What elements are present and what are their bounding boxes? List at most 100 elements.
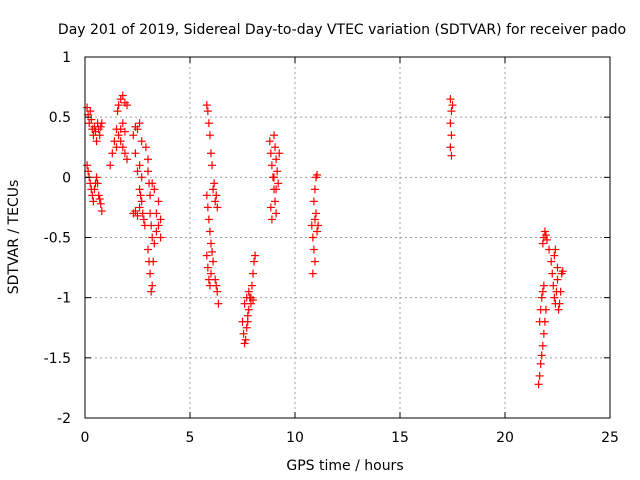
data-point [249, 269, 257, 278]
data-point [212, 281, 221, 290]
data-point [536, 305, 545, 314]
data-point [556, 287, 565, 296]
data-point [147, 221, 156, 230]
data-point [537, 293, 546, 302]
data-point [106, 161, 115, 170]
data-point [310, 257, 319, 266]
data-point [540, 227, 549, 236]
data-point [244, 305, 253, 314]
grid [85, 57, 610, 418]
data-point [94, 191, 103, 200]
data-point [210, 179, 219, 188]
data-point [447, 131, 456, 140]
data-point [208, 247, 217, 256]
data-point [250, 257, 259, 266]
data-point [207, 149, 215, 158]
data-point [548, 269, 557, 278]
data-point [144, 155, 152, 164]
data-point [120, 149, 129, 158]
data-point [553, 275, 562, 284]
data-point [202, 191, 211, 200]
data-point [273, 167, 282, 176]
data-point [309, 197, 318, 206]
data-point [313, 170, 322, 179]
data-point [535, 371, 544, 380]
data-point [114, 131, 123, 140]
data-point [116, 95, 125, 104]
data-point [150, 239, 159, 248]
y-tick-label: 0 [62, 170, 71, 186]
data-point [149, 257, 158, 266]
data-point [129, 131, 138, 140]
data-point [272, 155, 281, 164]
data-point [118, 143, 127, 152]
data-point [90, 185, 99, 194]
data-point [272, 185, 281, 194]
chart-title: Day 201 of 2019, Sidereal Day-to-day VTE… [58, 22, 626, 38]
data-point [113, 107, 122, 116]
data-point [270, 173, 278, 182]
data-point [448, 101, 457, 110]
data-point [240, 339, 249, 348]
data-point [270, 131, 278, 140]
data-point [147, 287, 156, 296]
x-tick-label: 20 [496, 430, 514, 446]
data-point [275, 149, 284, 158]
data-point [447, 107, 456, 116]
data-point [148, 281, 157, 290]
data-point [214, 299, 223, 308]
data-point [156, 233, 165, 242]
data-point [156, 215, 165, 224]
data-point [446, 95, 455, 104]
y-tick-label: 0.5 [49, 110, 71, 126]
data-point [83, 161, 92, 170]
data-point [212, 191, 221, 200]
data-point [308, 233, 317, 242]
data-point [202, 251, 211, 260]
data-point [547, 257, 556, 266]
y-tick-label: -1.5 [44, 351, 71, 367]
y-tick-label: -2 [57, 411, 71, 427]
data-point [241, 335, 250, 344]
data-point [203, 107, 212, 116]
data-point [310, 215, 319, 224]
data-point [131, 207, 140, 216]
data-point [154, 197, 163, 206]
data-point [203, 263, 212, 272]
data-point [139, 215, 148, 224]
data-point [92, 137, 101, 146]
data-point [558, 267, 567, 276]
data-point [553, 263, 562, 272]
data-point [203, 203, 212, 212]
data-point [537, 351, 546, 360]
data-point [308, 269, 317, 278]
y-tick-label: 1 [62, 50, 71, 66]
data-point [213, 203, 222, 212]
data-point [272, 209, 281, 218]
data-point [154, 221, 163, 230]
data-point [550, 251, 559, 260]
data-point [108, 149, 117, 158]
y-tick-label: -0.5 [44, 231, 71, 247]
data-point [244, 287, 253, 296]
data-point [538, 287, 547, 296]
data-point [549, 281, 558, 290]
data-point [135, 119, 144, 128]
data-point [137, 137, 146, 146]
data-point [96, 122, 105, 131]
data-point [97, 119, 106, 128]
data-point [213, 287, 222, 296]
data-point [152, 209, 161, 218]
data-point [266, 149, 275, 158]
data-point [133, 125, 142, 134]
data-point [204, 119, 213, 128]
data-point [207, 269, 215, 278]
data-point [144, 167, 152, 176]
data-point [93, 179, 102, 188]
data-point [150, 185, 159, 194]
data-point [242, 323, 251, 332]
data-point [123, 101, 131, 110]
data-point [207, 239, 215, 248]
x-tick-label: 25 [601, 430, 619, 446]
